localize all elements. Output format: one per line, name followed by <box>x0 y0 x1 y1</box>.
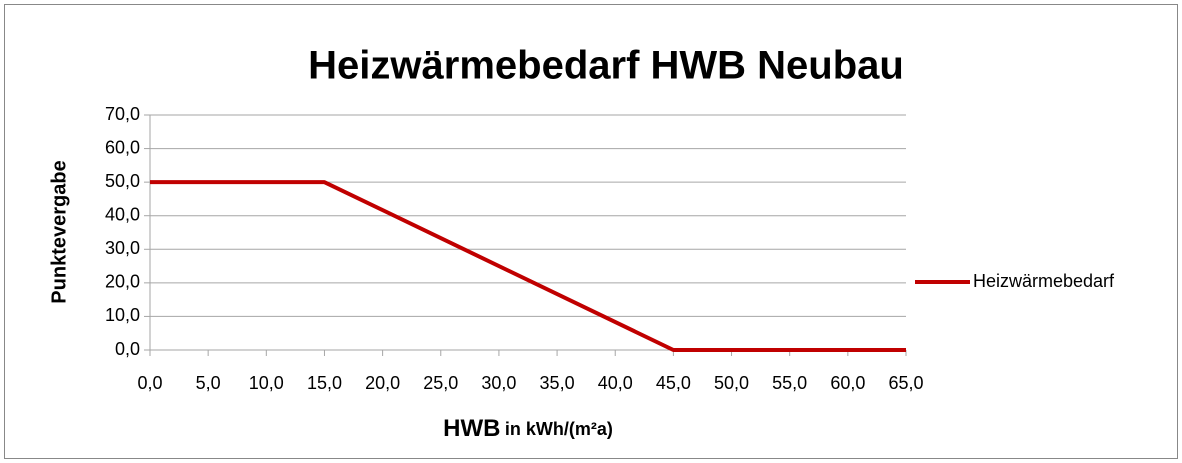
y-tick-label: 0,0 <box>115 339 140 359</box>
x-tick-label: 50,0 <box>714 373 749 393</box>
y-axis-label: Punktevergabe <box>48 160 70 303</box>
legend-label: Heizwärmebedarf <box>973 271 1115 291</box>
x-tick-label: 30,0 <box>481 373 516 393</box>
y-tick-label: 30,0 <box>105 238 140 258</box>
x-tick-label: 65,0 <box>888 373 923 393</box>
x-axis-label: HWB in kWh/(m²a) <box>443 415 613 442</box>
chart-border <box>4 4 1178 459</box>
x-tick-label: 45,0 <box>656 373 691 393</box>
x-tick-label: 25,0 <box>423 373 458 393</box>
y-tick-label: 50,0 <box>105 171 140 191</box>
x-axis-label-unit: in kWh/(m²a) <box>505 419 613 439</box>
data-line <box>150 180 906 352</box>
y-tick-label: 10,0 <box>105 305 140 325</box>
chart-title: Heizwärmebedarf HWB Neubau <box>308 44 904 88</box>
y-tick-label: 40,0 <box>105 204 140 224</box>
x-tick-label: 5,0 <box>196 373 221 393</box>
x-tick-label: 0,0 <box>137 373 162 393</box>
x-tick-label: 60,0 <box>830 373 865 393</box>
x-tick-label: 55,0 <box>772 373 807 393</box>
x-tick-label: 15,0 <box>307 373 342 393</box>
x-tick-label: 40,0 <box>598 373 633 393</box>
x-tick-label: 35,0 <box>540 373 575 393</box>
y-tick-label: 20,0 <box>105 272 140 292</box>
y-tick-label: 60,0 <box>105 137 140 157</box>
y-tick-label: 70,0 <box>105 104 140 124</box>
x-tick-label: 10,0 <box>249 373 284 393</box>
x-tick-label: 20,0 <box>365 373 400 393</box>
x-axis-label-main: HWB <box>443 415 500 442</box>
